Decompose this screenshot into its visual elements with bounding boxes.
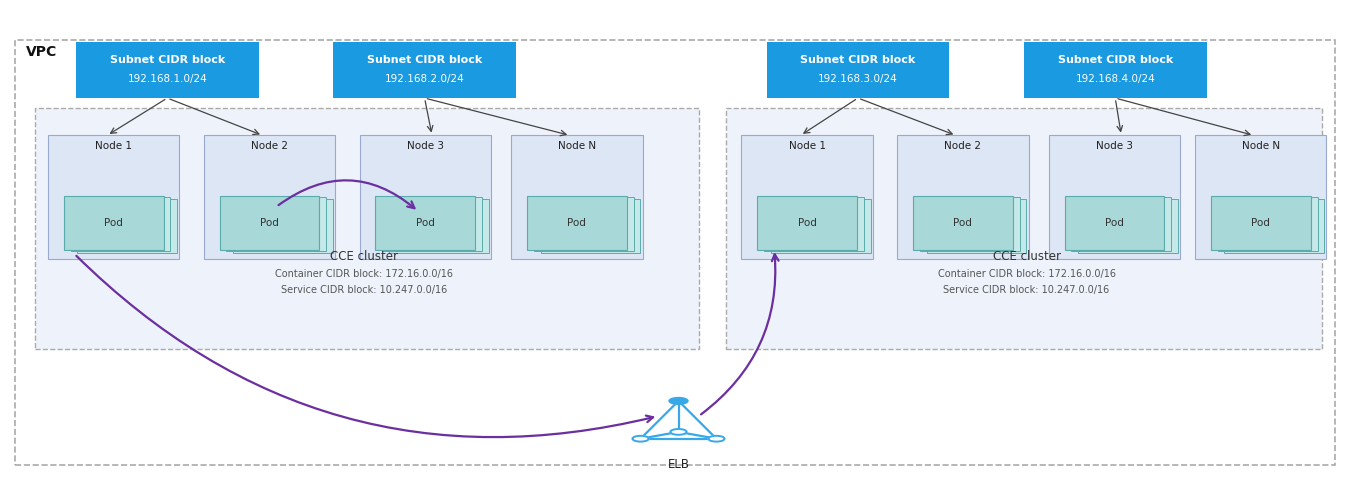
FancyBboxPatch shape — [913, 196, 1012, 250]
FancyBboxPatch shape — [927, 199, 1026, 253]
FancyBboxPatch shape — [771, 199, 871, 253]
FancyBboxPatch shape — [1210, 196, 1311, 250]
FancyBboxPatch shape — [35, 108, 699, 349]
FancyBboxPatch shape — [76, 42, 259, 98]
FancyBboxPatch shape — [15, 40, 1335, 465]
FancyBboxPatch shape — [1049, 136, 1181, 259]
Circle shape — [669, 398, 688, 404]
FancyBboxPatch shape — [389, 199, 489, 253]
Text: Node 3: Node 3 — [407, 141, 444, 151]
FancyBboxPatch shape — [1217, 197, 1318, 251]
FancyBboxPatch shape — [360, 136, 491, 259]
FancyBboxPatch shape — [64, 196, 164, 250]
Text: Subnet CIDR block: Subnet CIDR block — [110, 54, 225, 65]
Text: VPC: VPC — [26, 45, 57, 59]
FancyBboxPatch shape — [1023, 42, 1206, 98]
FancyBboxPatch shape — [1196, 136, 1327, 259]
Text: 192.168.4.0/24: 192.168.4.0/24 — [1075, 74, 1155, 84]
FancyBboxPatch shape — [1072, 197, 1171, 251]
Text: Node 2: Node 2 — [944, 141, 981, 151]
FancyBboxPatch shape — [767, 42, 950, 98]
FancyBboxPatch shape — [233, 199, 332, 253]
Circle shape — [632, 436, 649, 442]
FancyBboxPatch shape — [1224, 199, 1324, 253]
FancyBboxPatch shape — [533, 197, 634, 251]
Text: Pod: Pod — [1251, 218, 1270, 228]
FancyBboxPatch shape — [204, 136, 335, 259]
FancyBboxPatch shape — [334, 42, 516, 98]
Text: Pod: Pod — [261, 218, 280, 228]
FancyBboxPatch shape — [757, 196, 858, 250]
FancyBboxPatch shape — [220, 196, 319, 250]
Text: Service CIDR block: 10.247.0.0/16: Service CIDR block: 10.247.0.0/16 — [943, 285, 1110, 295]
Circle shape — [708, 436, 725, 442]
FancyBboxPatch shape — [527, 196, 627, 250]
FancyBboxPatch shape — [77, 199, 178, 253]
Text: Subnet CIDR block: Subnet CIDR block — [366, 54, 482, 65]
FancyBboxPatch shape — [540, 199, 641, 253]
Text: 192.168.2.0/24: 192.168.2.0/24 — [384, 74, 464, 84]
Text: Container CIDR block: 172.16.0.0/16: Container CIDR block: 172.16.0.0/16 — [275, 269, 453, 279]
Text: CCE cluster: CCE cluster — [330, 249, 399, 262]
FancyBboxPatch shape — [726, 108, 1322, 349]
Text: Service CIDR block: 10.247.0.0/16: Service CIDR block: 10.247.0.0/16 — [281, 285, 448, 295]
FancyBboxPatch shape — [71, 197, 171, 251]
Text: Subnet CIDR block: Subnet CIDR block — [801, 54, 916, 65]
Text: Pod: Pod — [1105, 218, 1124, 228]
Text: 192.168.3.0/24: 192.168.3.0/24 — [818, 74, 898, 84]
Text: Subnet CIDR block: Subnet CIDR block — [1057, 54, 1172, 65]
Text: Node N: Node N — [1242, 141, 1280, 151]
FancyBboxPatch shape — [897, 136, 1029, 259]
Text: Node 1: Node 1 — [95, 141, 132, 151]
Text: Pod: Pod — [415, 218, 434, 228]
Text: ELB: ELB — [668, 458, 689, 470]
FancyBboxPatch shape — [47, 136, 179, 259]
Text: Pod: Pod — [567, 218, 586, 228]
FancyBboxPatch shape — [1065, 196, 1164, 250]
Text: Pod: Pod — [104, 218, 123, 228]
FancyBboxPatch shape — [227, 197, 326, 251]
Circle shape — [670, 429, 687, 435]
Text: Node 3: Node 3 — [1096, 141, 1133, 151]
Text: 192.168.1.0/24: 192.168.1.0/24 — [128, 74, 208, 84]
FancyBboxPatch shape — [764, 197, 864, 251]
Text: Pod: Pod — [798, 218, 817, 228]
Text: Node N: Node N — [558, 141, 596, 151]
Text: Pod: Pod — [954, 218, 973, 228]
Text: Container CIDR block: 172.16.0.0/16: Container CIDR block: 172.16.0.0/16 — [938, 269, 1115, 279]
FancyBboxPatch shape — [376, 196, 475, 250]
FancyBboxPatch shape — [920, 197, 1019, 251]
Text: Node 1: Node 1 — [788, 141, 825, 151]
FancyBboxPatch shape — [383, 197, 482, 251]
Text: Node 2: Node 2 — [251, 141, 288, 151]
FancyBboxPatch shape — [1079, 199, 1178, 253]
FancyBboxPatch shape — [512, 136, 643, 259]
FancyBboxPatch shape — [741, 136, 873, 259]
Text: CCE cluster: CCE cluster — [992, 249, 1061, 262]
